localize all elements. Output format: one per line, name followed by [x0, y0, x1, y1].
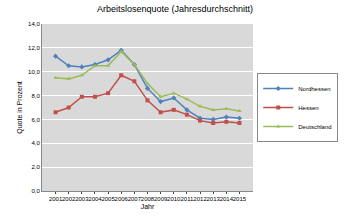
svg-text:10,0: 10,0	[28, 69, 40, 75]
svg-text:2014: 2014	[220, 196, 234, 202]
svg-text:2006: 2006	[115, 196, 129, 202]
svg-text:6,0: 6,0	[31, 117, 40, 123]
svg-text:2002: 2002	[62, 196, 76, 202]
svg-text:2015: 2015	[233, 196, 247, 202]
svg-text:Deutschland: Deutschland	[298, 124, 331, 130]
svg-text:2013: 2013	[207, 196, 221, 202]
svg-text:2005: 2005	[101, 196, 115, 202]
svg-text:2009: 2009	[154, 196, 168, 202]
svg-text:2012: 2012	[193, 196, 207, 202]
svg-text:2011: 2011	[180, 196, 194, 202]
svg-text:2010: 2010	[167, 196, 181, 202]
svg-text:14,0: 14,0	[28, 21, 40, 27]
svg-text:2008: 2008	[141, 196, 155, 202]
svg-text:4,0: 4,0	[31, 140, 40, 146]
svg-text:2007: 2007	[128, 196, 142, 202]
svg-text:2004: 2004	[88, 196, 102, 202]
svg-text:0,0: 0,0	[31, 188, 40, 194]
svg-text:2,0: 2,0	[31, 164, 40, 170]
svg-text:2003: 2003	[75, 196, 89, 202]
svg-text:Arbeitslosenquote (Jahresdurch: Arbeitslosenquote (Jahresdurchschnitt)	[97, 4, 253, 14]
svg-text:Jahr: Jahr	[141, 203, 155, 210]
svg-text:8,0: 8,0	[31, 93, 40, 99]
svg-text:Hessen: Hessen	[298, 105, 318, 111]
svg-text:2001: 2001	[49, 196, 63, 202]
svg-text:Quote in Prozent: Quote in Prozent	[16, 81, 24, 134]
svg-text:12,0: 12,0	[28, 45, 40, 51]
svg-text:Nordhessen: Nordhessen	[298, 86, 330, 92]
